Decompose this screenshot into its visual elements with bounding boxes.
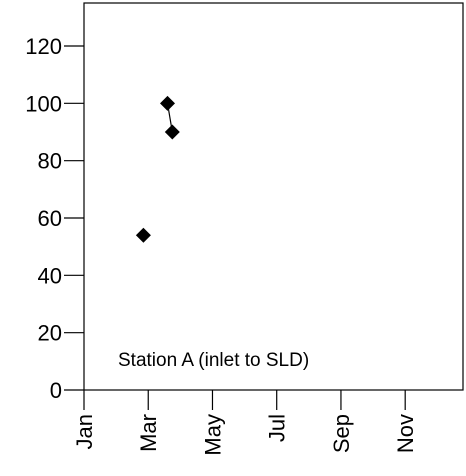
x-tick-label: May (200, 414, 225, 456)
plot-border (83, 2, 464, 391)
y-tick-label: 60 (38, 206, 62, 231)
y-tick-label: 40 (38, 263, 62, 288)
x-tick-label: Mar (136, 414, 161, 452)
x-tick-label: Jan (72, 414, 97, 449)
data-series (135, 95, 180, 243)
y-tick-label: 100 (25, 91, 62, 116)
data-point (164, 124, 180, 140)
y-tick-label: 120 (25, 34, 62, 59)
x-tick-label: Sep (329, 414, 354, 453)
chart-annotation: Station A (inlet to SLD) (118, 350, 309, 371)
x-tick-label: Nov (393, 414, 418, 453)
y-tick-label: 0 (50, 378, 62, 403)
x-axis: Jan Mar May Jul Sep Nov (72, 390, 418, 456)
data-point (160, 95, 176, 111)
y-tick-label: 80 (38, 149, 62, 174)
data-point (135, 227, 151, 243)
y-axis: 0 20 40 60 80 100 120 (25, 34, 84, 403)
x-tick-label: Jul (265, 414, 290, 442)
y-tick-label: 20 (38, 321, 62, 346)
plot-frame (83, 2, 464, 391)
